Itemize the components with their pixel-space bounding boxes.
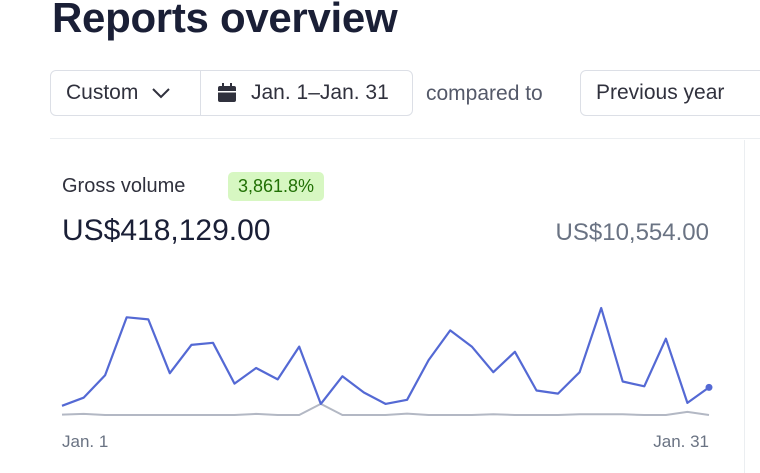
range-label: Custom <box>66 81 139 104</box>
chevron-icon <box>152 88 171 99</box>
divider <box>50 138 760 139</box>
range-dropdown[interactable]: Custom <box>50 70 201 116</box>
x-start-label: Jan. 1 <box>62 432 109 451</box>
total-value: US$418,129.00 <box>62 214 271 247</box>
page-title: Reports overview <box>52 0 398 41</box>
calendar-icon <box>218 83 236 102</box>
compare-dropdown[interactable]: Previous year <box>580 70 760 116</box>
card-title[interactable]: Gross volume <box>62 175 186 197</box>
data-line <box>61 306 710 407</box>
end-point <box>705 383 713 391</box>
compare-value: Previous year <box>596 81 725 104</box>
x-end-label: Jan. 31 <box>653 432 709 451</box>
divider <box>744 140 745 473</box>
date-range: Jan. 1–Jan. 31 <box>251 81 389 104</box>
compare-label: compared to <box>426 82 543 105</box>
data-line <box>61 402 710 416</box>
change-badge: 3,861.8% <box>228 172 325 201</box>
date-picker[interactable]: Jan. 1–Jan. 31 <box>200 70 413 116</box>
previous-total: US$10,554.00 <box>555 219 709 246</box>
